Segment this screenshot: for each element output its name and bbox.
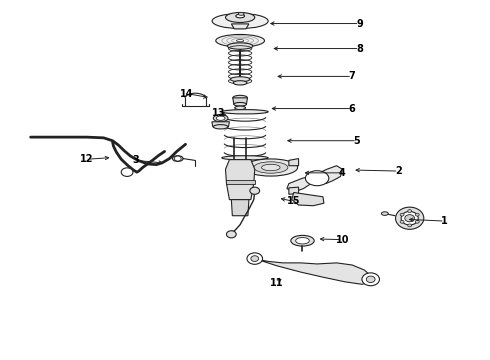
Text: 13: 13: [212, 108, 225, 118]
Circle shape: [416, 213, 419, 216]
Text: 5: 5: [354, 136, 361, 146]
Ellipse shape: [172, 156, 183, 161]
Polygon shape: [225, 180, 255, 184]
Polygon shape: [289, 187, 298, 194]
Ellipse shape: [234, 103, 246, 106]
Ellipse shape: [254, 162, 288, 173]
Ellipse shape: [305, 171, 329, 186]
Ellipse shape: [233, 81, 247, 85]
Ellipse shape: [295, 238, 309, 244]
Circle shape: [247, 253, 263, 264]
Ellipse shape: [213, 114, 228, 122]
Polygon shape: [287, 166, 343, 192]
Circle shape: [174, 156, 181, 161]
Ellipse shape: [227, 43, 253, 49]
Circle shape: [226, 231, 236, 238]
Text: 8: 8: [356, 44, 363, 54]
Polygon shape: [212, 122, 229, 127]
Circle shape: [400, 213, 404, 216]
Ellipse shape: [238, 13, 244, 15]
Text: 7: 7: [349, 71, 356, 81]
Polygon shape: [233, 98, 247, 104]
Ellipse shape: [216, 116, 225, 120]
Ellipse shape: [235, 106, 245, 110]
Text: 15: 15: [287, 197, 300, 206]
Polygon shape: [289, 158, 298, 166]
Polygon shape: [250, 258, 372, 284]
Ellipse shape: [236, 14, 245, 18]
Circle shape: [250, 187, 260, 194]
Ellipse shape: [237, 40, 244, 42]
Ellipse shape: [244, 159, 297, 176]
Text: 1: 1: [441, 216, 448, 226]
Polygon shape: [292, 193, 324, 206]
Ellipse shape: [216, 35, 265, 47]
Ellipse shape: [233, 95, 247, 100]
Ellipse shape: [291, 235, 314, 246]
Ellipse shape: [381, 212, 388, 215]
Ellipse shape: [262, 164, 280, 171]
Circle shape: [362, 273, 379, 286]
Text: 11: 11: [270, 278, 283, 288]
Circle shape: [121, 168, 133, 176]
Text: 4: 4: [339, 168, 346, 178]
Ellipse shape: [212, 14, 268, 28]
Text: 3: 3: [132, 156, 139, 165]
Ellipse shape: [213, 125, 228, 129]
Polygon shape: [231, 24, 249, 29]
Ellipse shape: [401, 211, 418, 225]
Ellipse shape: [222, 156, 268, 160]
Circle shape: [408, 224, 412, 227]
Polygon shape: [231, 200, 249, 216]
Circle shape: [416, 220, 419, 223]
Circle shape: [251, 256, 259, 261]
Ellipse shape: [395, 207, 424, 229]
Circle shape: [405, 215, 415, 222]
Polygon shape: [225, 159, 255, 200]
Ellipse shape: [225, 13, 255, 22]
Ellipse shape: [222, 110, 268, 114]
Ellipse shape: [230, 77, 250, 82]
Text: 6: 6: [349, 104, 356, 113]
Circle shape: [367, 276, 375, 283]
Text: 12: 12: [80, 154, 94, 164]
Text: 14: 14: [180, 89, 193, 99]
Text: 10: 10: [336, 235, 349, 245]
Circle shape: [400, 220, 404, 223]
Text: 9: 9: [356, 18, 363, 28]
Text: 2: 2: [395, 166, 402, 176]
Circle shape: [408, 210, 412, 212]
